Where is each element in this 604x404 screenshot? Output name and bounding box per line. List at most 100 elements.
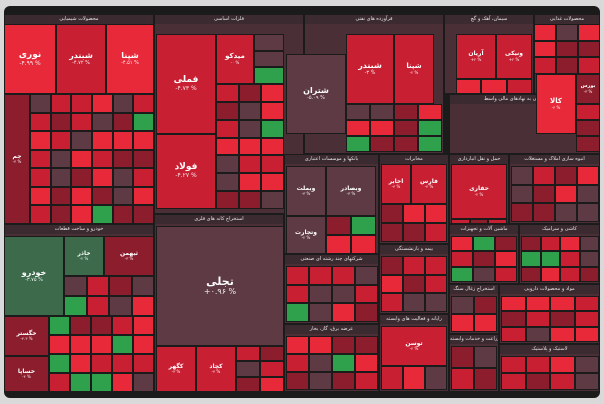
stock-tile[interactable] xyxy=(469,219,489,224)
stock-tile[interactable] xyxy=(474,296,497,314)
stock-tile[interactable] xyxy=(30,149,51,169)
stock-tile[interactable] xyxy=(50,131,72,150)
stock-tile-shatran[interactable]: شتران -۵.۰۹ % xyxy=(286,54,346,134)
stock-tile[interactable] xyxy=(425,256,447,275)
stock-tile[interactable] xyxy=(49,373,70,392)
stock-tile[interactable] xyxy=(521,236,541,252)
stock-tile[interactable] xyxy=(381,274,403,294)
stock-tile[interactable] xyxy=(403,366,425,390)
stock-tile[interactable] xyxy=(473,236,495,252)
stock-tile[interactable] xyxy=(451,346,474,368)
stock-tile[interactable] xyxy=(70,316,91,335)
stock-tile[interactable] xyxy=(92,205,113,224)
stock-tile[interactable] xyxy=(540,266,560,282)
stock-tile[interactable] xyxy=(381,293,403,312)
stock-tile-khazar[interactable]: خاذر -۲ % xyxy=(64,236,104,276)
stock-tile[interactable] xyxy=(574,326,599,342)
stock-tile[interactable] xyxy=(50,149,72,169)
stock-tile[interactable] xyxy=(495,266,517,282)
stock-tile[interactable] xyxy=(370,120,394,136)
stock-tile[interactable] xyxy=(574,373,599,390)
stock-tile[interactable] xyxy=(71,205,92,224)
stock-tile[interactable] xyxy=(133,335,154,354)
stock-tile[interactable] xyxy=(578,40,600,58)
stock-tile[interactable] xyxy=(574,296,599,312)
stock-tile[interactable] xyxy=(555,203,577,222)
stock-tile[interactable] xyxy=(540,236,560,252)
stock-tile[interactable] xyxy=(49,316,70,335)
stock-tile[interactable] xyxy=(501,296,526,312)
stock-tile[interactable] xyxy=(112,131,134,150)
stock-tile[interactable] xyxy=(474,346,497,368)
stock-tile[interactable] xyxy=(112,205,134,224)
stock-tile[interactable] xyxy=(525,373,550,390)
stock-tile[interactable] xyxy=(355,303,378,322)
stock-tile[interactable] xyxy=(286,372,309,390)
stock-tile[interactable] xyxy=(576,104,600,120)
stock-tile[interactable] xyxy=(506,79,532,94)
stock-tile[interactable] xyxy=(511,203,533,222)
stock-tile[interactable] xyxy=(550,356,575,373)
stock-tile[interactable] xyxy=(112,94,134,113)
stock-tile[interactable] xyxy=(355,284,378,304)
stock-tile[interactable] xyxy=(30,205,51,224)
stock-tile[interactable] xyxy=(550,373,575,390)
stock-tile[interactable] xyxy=(511,166,533,185)
stock-tile[interactable] xyxy=(403,256,425,275)
stock-tile[interactable] xyxy=(501,373,526,390)
stock-tile[interactable] xyxy=(576,136,600,152)
stock-tile[interactable] xyxy=(525,311,550,327)
stock-tile[interactable] xyxy=(495,251,517,267)
stock-tile[interactable] xyxy=(381,256,403,275)
stock-tile[interactable] xyxy=(236,361,260,377)
stock-tile[interactable] xyxy=(92,131,113,150)
stock-tile[interactable] xyxy=(501,311,526,327)
stock-tile[interactable] xyxy=(216,155,239,174)
stock-tile[interactable] xyxy=(112,354,133,373)
stock-tile[interactable] xyxy=(50,94,72,113)
stock-tile-shepna[interactable]: شپنا -۴.۵۱ % xyxy=(106,24,154,94)
stock-tile[interactable] xyxy=(326,235,351,254)
stock-tile[interactable] xyxy=(70,354,91,373)
stock-tile[interactable] xyxy=(112,112,134,132)
stock-tile-kechad[interactable]: کچاد -۴ % xyxy=(196,346,236,392)
stock-tile[interactable] xyxy=(555,184,577,204)
stock-tile[interactable] xyxy=(261,84,284,102)
stock-tile[interactable] xyxy=(216,84,239,102)
stock-tile[interactable] xyxy=(286,303,309,322)
stock-tile[interactable] xyxy=(456,79,482,94)
stock-tile[interactable] xyxy=(238,101,262,120)
stock-tile[interactable] xyxy=(577,184,599,204)
stock-tile[interactable] xyxy=(474,368,497,390)
stock-tile[interactable] xyxy=(403,293,425,312)
stock-tile[interactable] xyxy=(133,94,154,113)
stock-tile[interactable] xyxy=(425,293,447,312)
stock-tile[interactable] xyxy=(50,186,72,206)
stock-tile[interactable] xyxy=(451,368,474,390)
stock-tile[interactable] xyxy=(309,303,332,322)
stock-tile[interactable] xyxy=(133,205,154,224)
stock-tile[interactable] xyxy=(370,136,394,152)
stock-tile[interactable] xyxy=(540,251,560,267)
stock-tile[interactable] xyxy=(425,274,447,294)
stock-tile[interactable] xyxy=(418,136,442,152)
stock-tile[interactable] xyxy=(133,373,154,392)
stock-tile[interactable] xyxy=(133,316,154,335)
stock-tile[interactable] xyxy=(451,314,474,332)
stock-tile[interactable] xyxy=(501,326,526,342)
stock-tile-kegol[interactable]: کگهر -۳ % xyxy=(156,346,196,392)
stock-tile-aryan[interactable]: آریان +۲ % xyxy=(456,34,496,79)
stock-tile[interactable] xyxy=(418,120,442,136)
stock-tile[interactable] xyxy=(579,251,599,267)
stock-tile[interactable] xyxy=(91,354,112,373)
stock-tile[interactable] xyxy=(574,356,599,373)
stock-tile[interactable] xyxy=(394,104,418,120)
stock-tile[interactable] xyxy=(576,120,600,136)
stock-tile[interactable] xyxy=(560,266,580,282)
stock-tile[interactable] xyxy=(49,354,70,373)
stock-tile[interactable] xyxy=(261,173,284,192)
stock-tile[interactable] xyxy=(481,79,507,94)
stock-tile-khodro[interactable]: خودرو -۳.۷۵ % xyxy=(4,236,64,316)
stock-tile[interactable] xyxy=(574,311,599,327)
stock-tile[interactable] xyxy=(556,24,578,41)
